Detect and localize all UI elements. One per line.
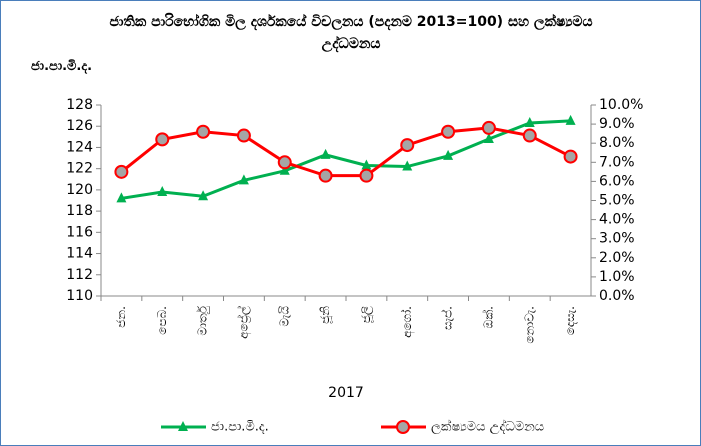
point: [198, 190, 209, 201]
y-tick-label: 124: [66, 139, 93, 155]
x-tick-label: ජන.: [114, 306, 128, 328]
legend-label: ජා.පා.මි.ද.: [211, 420, 269, 435]
y-tick-label: 120: [66, 182, 93, 198]
y2-tick-label: 8.0%: [599, 135, 635, 151]
point: [522, 128, 537, 143]
y2-tick-label: 9.0%: [599, 116, 635, 132]
y2-tick-label: 6.0%: [599, 173, 635, 189]
x-tick-label: සැප්.: [440, 306, 454, 330]
y2-tick-label: 4.0%: [599, 212, 635, 228]
point: [236, 128, 251, 143]
point: [402, 160, 413, 171]
point: [279, 164, 290, 175]
y2-tick-label: 7.0%: [599, 154, 635, 170]
legend-label: ලක්ෂ්‍යමය උද්ධමනය: [431, 418, 544, 434]
x-tick-label: අගෝ.: [400, 306, 415, 338]
y2-tick-label: 0.0%: [599, 288, 635, 304]
x-tick-label: ජූනි: [318, 306, 333, 324]
point: [155, 132, 170, 147]
y2-tick-label: 10.0%: [599, 97, 643, 113]
point: [481, 120, 496, 135]
x-tick-label: මැයි: [277, 306, 291, 327]
point: [443, 149, 454, 160]
y2-tick-label: 5.0%: [599, 193, 635, 209]
point: [565, 114, 576, 125]
point: [318, 168, 333, 183]
point: [361, 159, 372, 170]
legend-marker: [178, 421, 188, 431]
series-line: [121, 119, 571, 200]
point: [157, 186, 168, 197]
y-tick-label: 128: [66, 97, 93, 113]
point: [114, 164, 129, 179]
y2-tick-label: 3.0%: [599, 231, 635, 247]
point: [441, 124, 456, 139]
y-tick-label: 126: [66, 118, 93, 134]
point: [116, 192, 127, 203]
point: [483, 132, 494, 143]
point: [238, 174, 249, 185]
x-tick-label: අප්‍රේල්: [236, 306, 251, 339]
point: [563, 149, 578, 164]
x-tick-label: මාර්තු: [196, 305, 210, 335]
point: [400, 138, 415, 153]
y-tick-label: 114: [66, 246, 93, 262]
y2-tick-label: 2.0%: [599, 250, 635, 266]
point: [196, 124, 211, 139]
chart-title: ජාතික පාරිභෝගික මිල දර්ශකයේ විචලනය (පදනම…: [109, 14, 593, 52]
x-tick-label: දෙසැ.: [563, 306, 577, 335]
y-tick-label: 110: [66, 288, 93, 304]
x-tick-label: ජූලි: [359, 306, 374, 323]
x-tick-label: ඔක්.: [481, 306, 495, 328]
legend-marker: [396, 420, 410, 434]
point: [320, 148, 331, 159]
point: [524, 117, 535, 128]
y-tick-label: 122: [66, 161, 93, 177]
x-tick-label: නොවැ.: [522, 306, 536, 344]
y-tick-label: 112: [66, 267, 93, 283]
x-axis-label: 2017: [328, 385, 364, 401]
x-tick-label: පෙබ.: [155, 306, 169, 335]
point: [277, 155, 292, 170]
y2-tick-label: 1.0%: [599, 269, 635, 285]
y-tick-label: 118: [66, 203, 93, 219]
point: [359, 168, 374, 183]
y-tick-label: 116: [66, 224, 93, 240]
y-axis-label: ජා.පා.මි.ද.: [31, 59, 93, 74]
series-line: [120, 126, 572, 178]
